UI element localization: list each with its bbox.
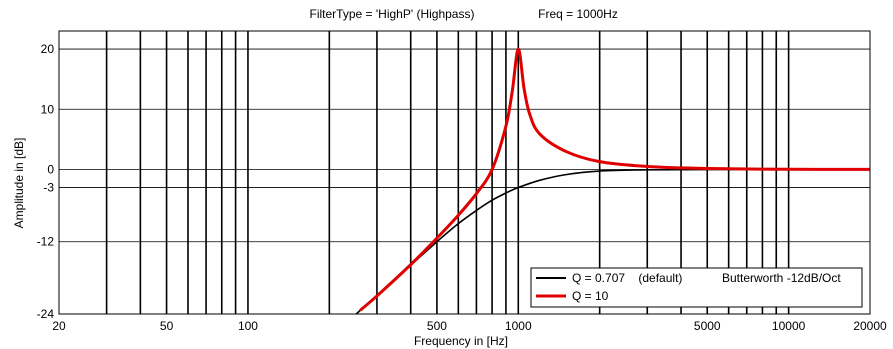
y-tick-label-20: 20 — [41, 42, 55, 56]
legend-box — [530, 267, 863, 308]
legend-label-series-2: Q = 10 — [572, 289, 609, 303]
y-tick-label--3: -3 — [43, 181, 54, 195]
x-tick-label-20000: 20000 — [853, 319, 887, 333]
plot-frame — [58, 30, 871, 315]
y-tick-label-10: 10 — [41, 102, 55, 116]
legend-note-series-1: Butterworth -12dB/Oct — [722, 271, 841, 285]
tick-labels: 20 50 100 500 1000 5000 10000 20000 -24 -12 -3 0 10 2… — [37, 42, 887, 333]
series-line-2 — [359, 47, 870, 312]
y-tick-label-0: 0 — [47, 162, 54, 176]
legend: Q = 0.707 (default) Butterworth -12dB/Oc… — [530, 267, 863, 308]
x-tick-label-5000: 5000 — [694, 319, 721, 333]
x-tick-label-50: 50 — [160, 319, 174, 333]
chart-title-frequency: Freq = 1000Hz — [538, 7, 618, 21]
y-axis-label: Amplitude in [dB] — [12, 138, 26, 229]
x-tick-label-1000: 1000 — [505, 319, 532, 333]
series-lines — [355, 47, 870, 314]
x-tick-label-20: 20 — [52, 319, 66, 333]
x-axis-label: Frequency in [Hz] — [414, 334, 508, 348]
x-tick-label-10000: 10000 — [772, 319, 806, 333]
x-tick-label-500: 500 — [427, 319, 447, 333]
legend-label-series-1: Q = 0.707 (default) — [572, 271, 682, 285]
x-tick-label-100: 100 — [238, 319, 258, 333]
y-tick-label--12: -12 — [37, 235, 55, 249]
chart-title-filter-type: FilterType = 'HighP' (Highpass) — [310, 7, 475, 21]
y-tick-label--24: -24 — [37, 307, 55, 321]
